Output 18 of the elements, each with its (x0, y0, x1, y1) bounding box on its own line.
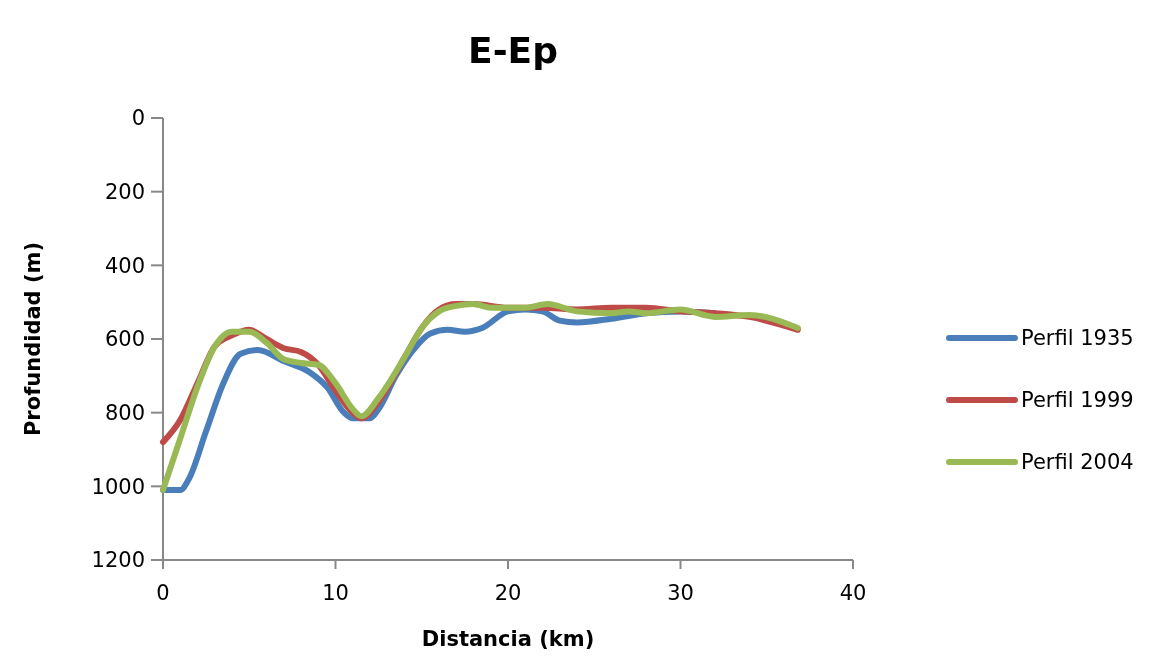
x-tick-label: 40 (839, 581, 867, 605)
x-tick-label: 20 (494, 581, 522, 605)
x-tick-label: 30 (667, 581, 694, 605)
y-tick-label: 0 (131, 106, 145, 131)
y-tick-label: 1000 (91, 474, 145, 499)
legend-label: Perfil 1935 (1021, 326, 1134, 351)
y-tick-label: 400 (104, 253, 145, 278)
y-axis-title: Profundidad (m) (21, 241, 45, 437)
x-axis-title: Distancia (km) (421, 627, 595, 651)
legend-label: Perfil 1999 (1021, 388, 1134, 413)
y-tick-label: 800 (104, 401, 145, 426)
x-tick-label: 10 (322, 581, 349, 605)
chart-title: E-Ep (468, 30, 558, 71)
x-tick-label: 0 (156, 581, 170, 605)
y-tick-label: 600 (104, 327, 145, 352)
y-tick-label: 200 (104, 180, 145, 205)
y-tick-label: 1200 (91, 548, 145, 573)
legend-label: Perfil 2004 (1021, 450, 1134, 475)
